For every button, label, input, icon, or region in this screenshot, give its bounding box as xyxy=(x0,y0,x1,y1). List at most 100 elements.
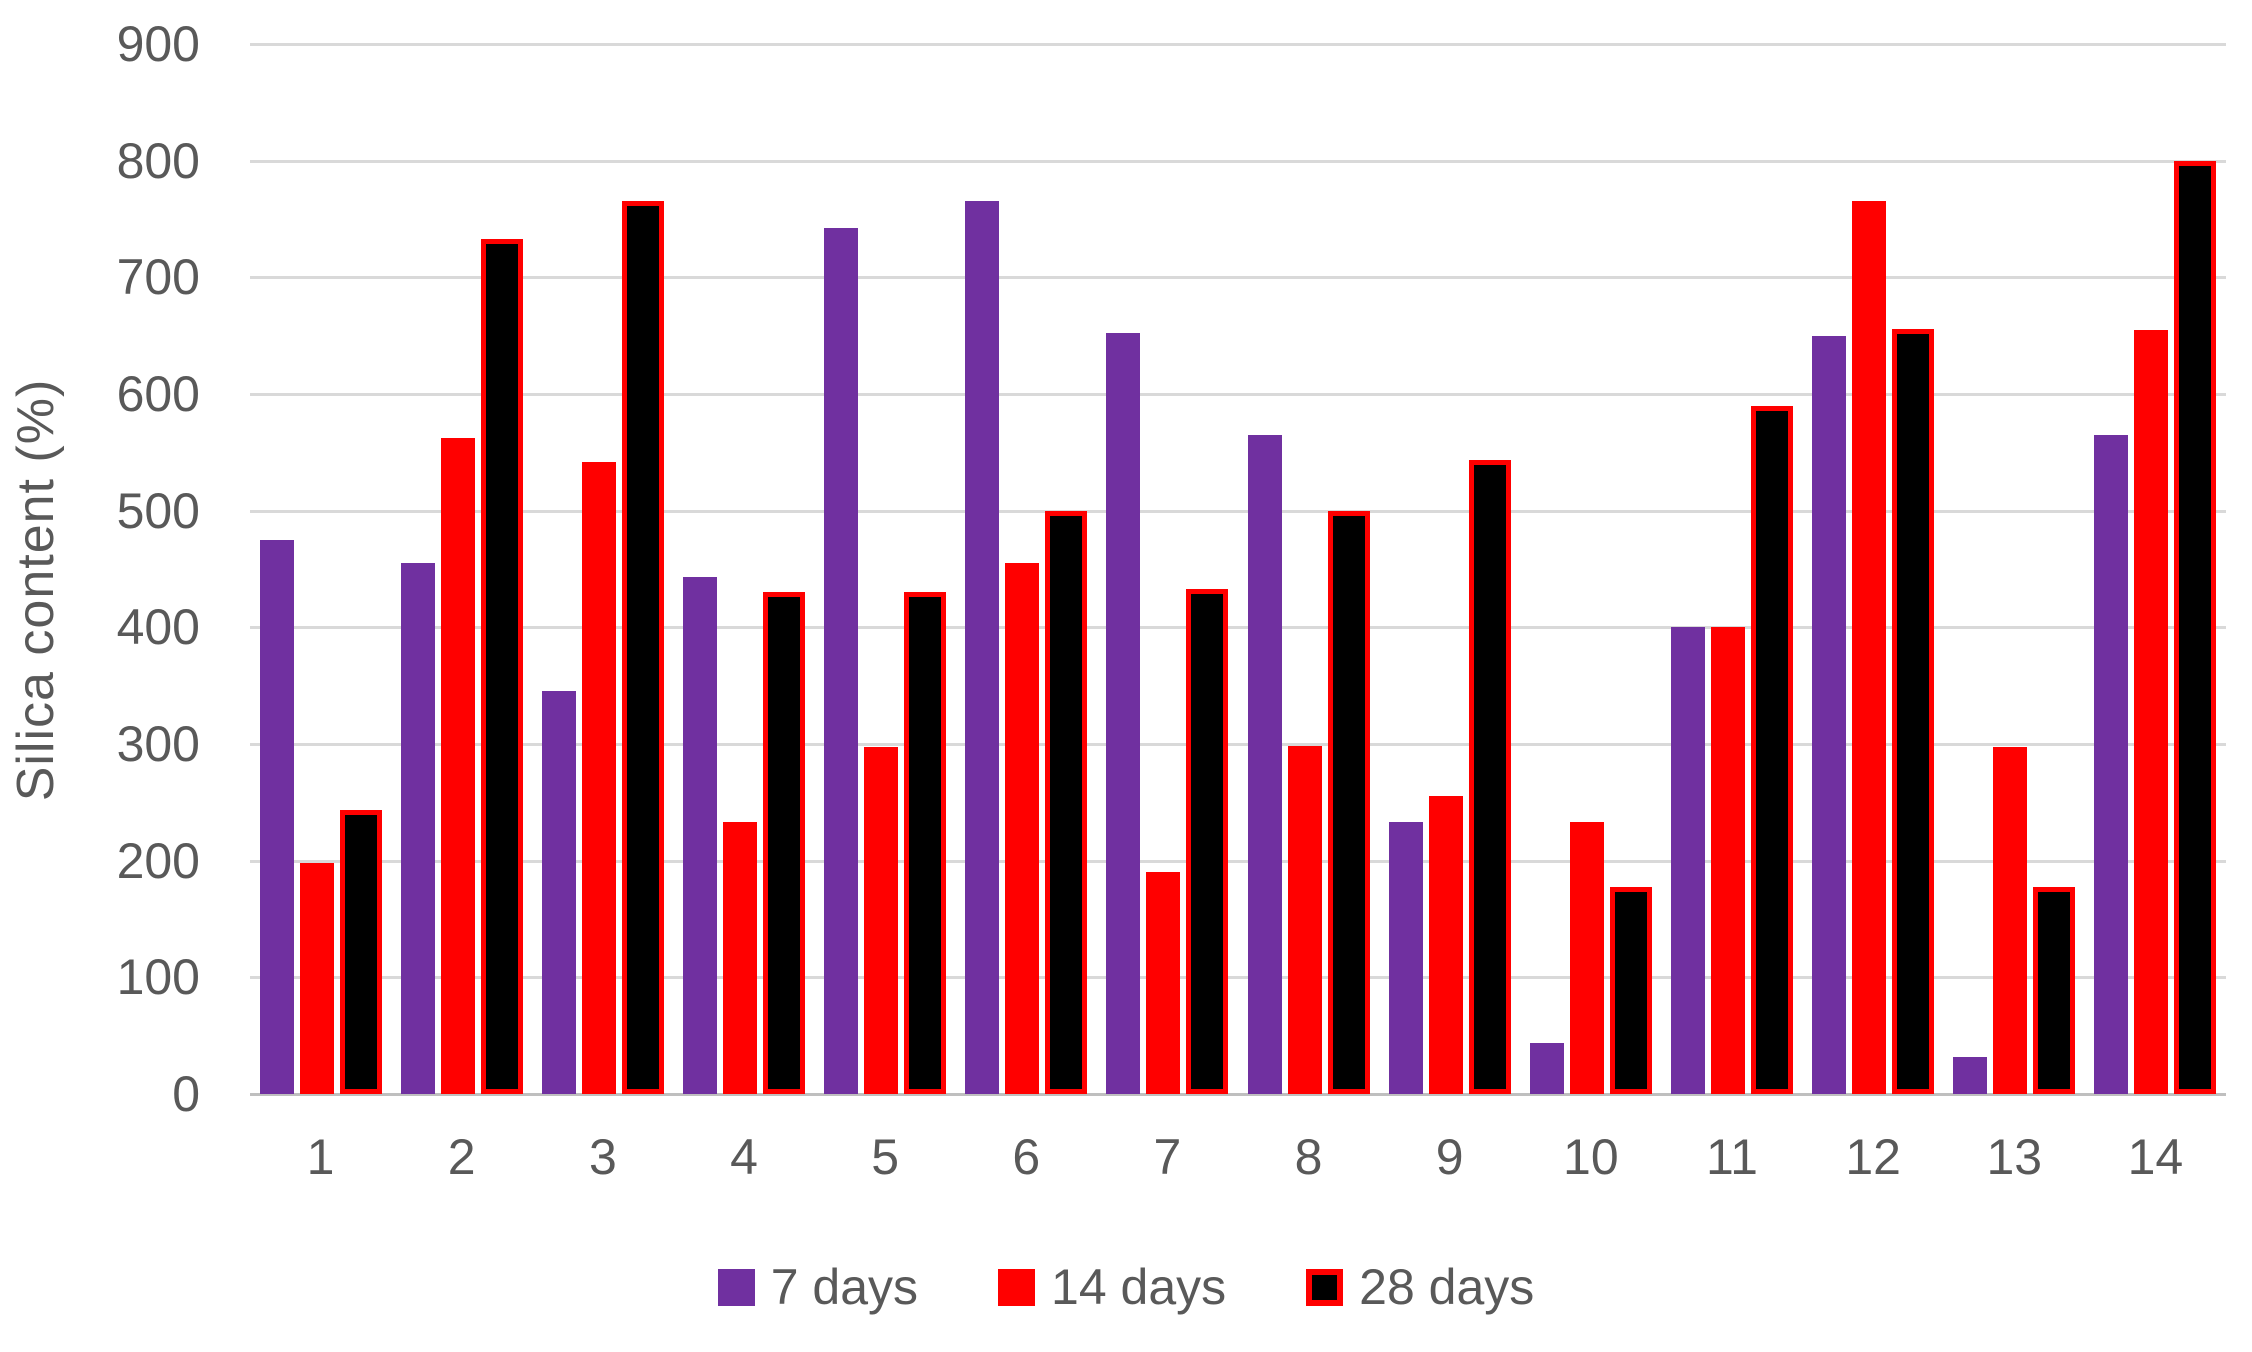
y-tick-label: 600 xyxy=(116,366,200,422)
x-tick-label: 1 xyxy=(306,1129,335,1185)
bar-28-days xyxy=(1750,406,1793,1094)
bar-7-days xyxy=(1247,435,1282,1094)
bar-28-days xyxy=(1327,511,1370,1094)
legend-swatch-14-days xyxy=(998,1268,1036,1306)
x-tick-label: 4 xyxy=(730,1129,758,1185)
bar-7-days xyxy=(1388,822,1423,1094)
x-tick-label: 6 xyxy=(1012,1129,1041,1185)
bar-28-days xyxy=(621,201,664,1094)
y-tick-label: 700 xyxy=(116,249,200,306)
gridline xyxy=(250,859,2226,863)
bar-group xyxy=(250,44,391,1094)
bar-group xyxy=(2085,44,2226,1094)
bar-group xyxy=(1238,44,1379,1094)
y-tick-label: 100 xyxy=(116,949,200,1006)
bar-28-days xyxy=(2033,887,2076,1094)
gridline xyxy=(250,509,2226,513)
x-tick-label: 2 xyxy=(447,1129,476,1185)
bar-7-days xyxy=(1953,1057,1988,1094)
bar-28-days xyxy=(1045,511,1088,1094)
y-tick-label: 900 xyxy=(116,16,200,72)
bar-7-days xyxy=(1812,336,1847,1094)
x-tick-label: 11 xyxy=(1706,1129,1758,1185)
bar-14-days xyxy=(2134,330,2169,1094)
bar-group xyxy=(1379,44,1520,1094)
y-tick-label: 0 xyxy=(172,1066,200,1122)
bar-group xyxy=(391,44,532,1094)
bar-28-days xyxy=(904,592,947,1094)
bar-14-days xyxy=(1710,627,1745,1094)
x-tick-label: 12 xyxy=(1845,1129,1901,1185)
gridline xyxy=(250,626,2226,630)
bar-28-days xyxy=(762,592,805,1094)
legend: 7 days 14 days 28 days xyxy=(0,1262,2252,1312)
bar-14-days xyxy=(864,747,899,1094)
x-tick-label: 8 xyxy=(1294,1129,1323,1185)
x-tick-label: 14 xyxy=(2127,1129,2184,1185)
bar-group xyxy=(673,44,814,1094)
legend-swatch-28-days xyxy=(1306,1268,1344,1306)
bar-7-days xyxy=(824,228,859,1094)
bar-7-days xyxy=(965,201,1000,1094)
legend-item-28-days: 28 days xyxy=(1306,1262,1534,1312)
gridline xyxy=(250,743,2226,746)
y-tick-label: 800 xyxy=(116,132,200,189)
bar-28-days xyxy=(1609,887,1652,1094)
bar-group xyxy=(815,44,956,1094)
y-tick-label: 400 xyxy=(116,599,200,656)
bar-group xyxy=(956,44,1097,1094)
x-tick-label: 13 xyxy=(1986,1129,2043,1185)
bar-14-days xyxy=(1993,747,2028,1094)
x-tick-label: 7 xyxy=(1153,1129,1182,1185)
x-tick-label: 9 xyxy=(1435,1129,1464,1185)
bar-28-days xyxy=(339,810,382,1094)
bar-7-days xyxy=(682,577,717,1094)
bar-group xyxy=(1520,44,1661,1094)
bar-28-days xyxy=(1892,329,1935,1094)
y-tick-label: 200 xyxy=(116,832,200,889)
bar-14-days xyxy=(299,863,334,1094)
bar-14-days xyxy=(1569,822,1604,1094)
x-axis-line xyxy=(250,1093,2226,1096)
bar-group xyxy=(1097,44,1238,1094)
plot-area xyxy=(250,44,2226,1094)
gridline xyxy=(250,159,2226,163)
bar-7-days xyxy=(1670,627,1705,1094)
bar-7-days xyxy=(541,691,576,1094)
bar-28-days xyxy=(1186,589,1229,1094)
x-tick-label: 5 xyxy=(871,1129,900,1185)
y-tick-label: 300 xyxy=(116,716,200,772)
bar-group xyxy=(1661,44,1802,1094)
bar-14-days xyxy=(1852,201,1887,1094)
legend-item-7-days: 7 days xyxy=(717,1259,919,1315)
bar-14-days xyxy=(440,438,475,1094)
bar-group xyxy=(532,44,673,1094)
bar-7-days xyxy=(400,563,435,1094)
x-tick-label: 10 xyxy=(1563,1129,1619,1185)
gridline xyxy=(250,393,2226,396)
bar-28-days xyxy=(1468,460,1511,1094)
bar-28-days xyxy=(2174,161,2217,1094)
legend-label: 14 days xyxy=(1051,1259,1227,1315)
bar-14-days xyxy=(1287,746,1322,1094)
legend-swatch-7-days xyxy=(717,1268,755,1306)
bar-14-days xyxy=(581,462,616,1094)
bar-7-days xyxy=(2094,435,2129,1094)
gridline xyxy=(250,976,2226,980)
legend-label: 7 days xyxy=(770,1259,919,1315)
bar-14-days xyxy=(1146,872,1181,1094)
legend-label: 28 days xyxy=(1359,1259,1535,1315)
legend-item-14-days: 14 days xyxy=(998,1262,1226,1312)
bar-7-days xyxy=(1529,1043,1564,1094)
bar-28-days xyxy=(480,239,523,1094)
y-tick-label: 500 xyxy=(116,482,200,539)
gridline xyxy=(250,43,2226,46)
bar-group xyxy=(1803,44,1944,1094)
bar-group xyxy=(1944,44,2085,1094)
bar-7-days xyxy=(259,540,294,1094)
bar-14-days xyxy=(1428,796,1463,1094)
x-tick-label: 3 xyxy=(588,1129,617,1185)
bar-7-days xyxy=(1106,333,1141,1094)
y-axis-title: Silica content (%) xyxy=(7,378,65,802)
